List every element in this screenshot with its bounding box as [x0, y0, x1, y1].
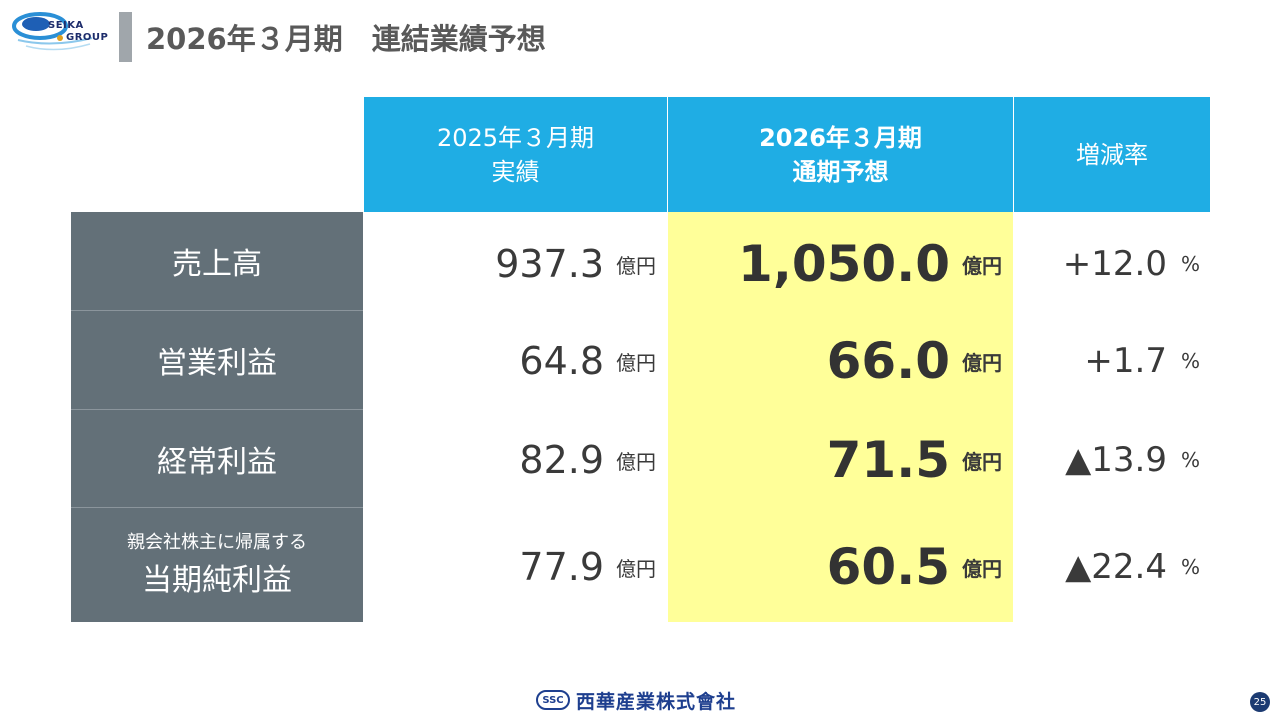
row-label-operating-income: 営業利益 — [71, 311, 363, 409]
page-number: 25 — [1250, 692, 1270, 712]
header-prior-line1: 2025年３月期 — [436, 123, 595, 152]
cell-prior-ordinary-income: 82.9 億円 — [364, 430, 656, 490]
value: 1,050.0 — [738, 235, 950, 293]
logo-text-seika: SEIKA — [48, 20, 84, 31]
unit-label: 億円 — [616, 350, 656, 375]
cell-prior-net-sales: 937.3 億円 — [364, 234, 656, 294]
value: 937.3 — [495, 242, 604, 286]
value: ▲13.9 — [1065, 440, 1167, 480]
percent-label: % — [1180, 349, 1200, 373]
value: 66.0 — [826, 332, 950, 390]
header-change-rate: 増減率 — [1014, 97, 1210, 212]
row-sublabel-text: 親会社株主に帰属する — [127, 532, 307, 553]
cell-prior-operating-income: 64.8 億円 — [364, 331, 656, 391]
row-divider — [71, 507, 363, 508]
cell-prior-net-income: 77.9 億円 — [364, 537, 656, 597]
footer-company-mark: SSC 西華産業株式會社 — [536, 688, 737, 713]
unit-label: 億円 — [962, 253, 1002, 278]
cell-change-net-income: ▲22.4 % — [1014, 537, 1200, 597]
header-prior-actual: 2025年３月期 実績 — [364, 97, 667, 212]
value: +1.7 — [1084, 341, 1167, 381]
cell-forecast-net-income: 60.5 億円 — [668, 537, 1002, 597]
row-label-text: 売上高 — [172, 247, 262, 282]
row-label-net-sales: 売上高 — [71, 212, 363, 310]
row-label-text: 当期純利益 — [142, 563, 292, 598]
ssc-badge-icon: SSC — [536, 690, 570, 710]
unit-label: 億円 — [616, 449, 656, 474]
logo-text-group: GROUP — [66, 32, 109, 43]
value: 60.5 — [826, 538, 950, 596]
row-label-ordinary-income: 経常利益 — [71, 410, 363, 507]
unit-label: 億円 — [616, 253, 656, 278]
header-forecast-line2: 通期予想 — [792, 157, 889, 186]
unit-label: 億円 — [616, 556, 656, 581]
row-divider — [71, 409, 363, 410]
forecast-column-highlight — [668, 212, 1013, 622]
header-forecast: 2026年３月期 通期予想 — [668, 97, 1013, 212]
row-label-net-income: 親会社株主に帰属する 当期純利益 — [71, 508, 363, 622]
page-title: 2026年３月期 連結業績予想 — [146, 22, 546, 56]
row-label-text: 営業利益 — [157, 346, 277, 381]
percent-label: % — [1180, 448, 1200, 472]
title-accent-bar — [119, 12, 132, 62]
value: 71.5 — [826, 431, 950, 489]
value: 82.9 — [519, 438, 604, 482]
logo-swoosh-icon — [12, 12, 93, 51]
cell-change-net-sales: +12.0 % — [1014, 234, 1200, 294]
value: 64.8 — [519, 339, 604, 383]
header-prior-line2: 実績 — [491, 157, 540, 186]
header-change-label: 増減率 — [1076, 140, 1148, 169]
percent-label: % — [1180, 555, 1200, 579]
value: ▲22.4 — [1065, 547, 1167, 587]
seika-group-logo: SEIKA GROUP — [12, 8, 108, 60]
company-name: 西華産業株式會社 — [576, 690, 737, 713]
cell-change-operating-income: +1.7 % — [1014, 331, 1200, 391]
cell-forecast-net-sales: 1,050.0 億円 — [668, 234, 1002, 294]
cell-forecast-operating-income: 66.0 億円 — [668, 331, 1002, 391]
unit-label: 億円 — [962, 449, 1002, 474]
cell-change-ordinary-income: ▲13.9 % — [1014, 430, 1200, 490]
unit-label: 億円 — [962, 350, 1002, 375]
header-forecast-line1: 2026年３月期 — [759, 123, 922, 152]
unit-label: 億円 — [962, 556, 1002, 581]
percent-label: % — [1180, 252, 1200, 276]
cell-forecast-ordinary-income: 71.5 億円 — [668, 430, 1002, 490]
value: 77.9 — [519, 545, 604, 589]
row-label-text: 経常利益 — [157, 444, 277, 480]
value: +12.0 — [1062, 244, 1167, 284]
row-divider — [71, 310, 363, 311]
